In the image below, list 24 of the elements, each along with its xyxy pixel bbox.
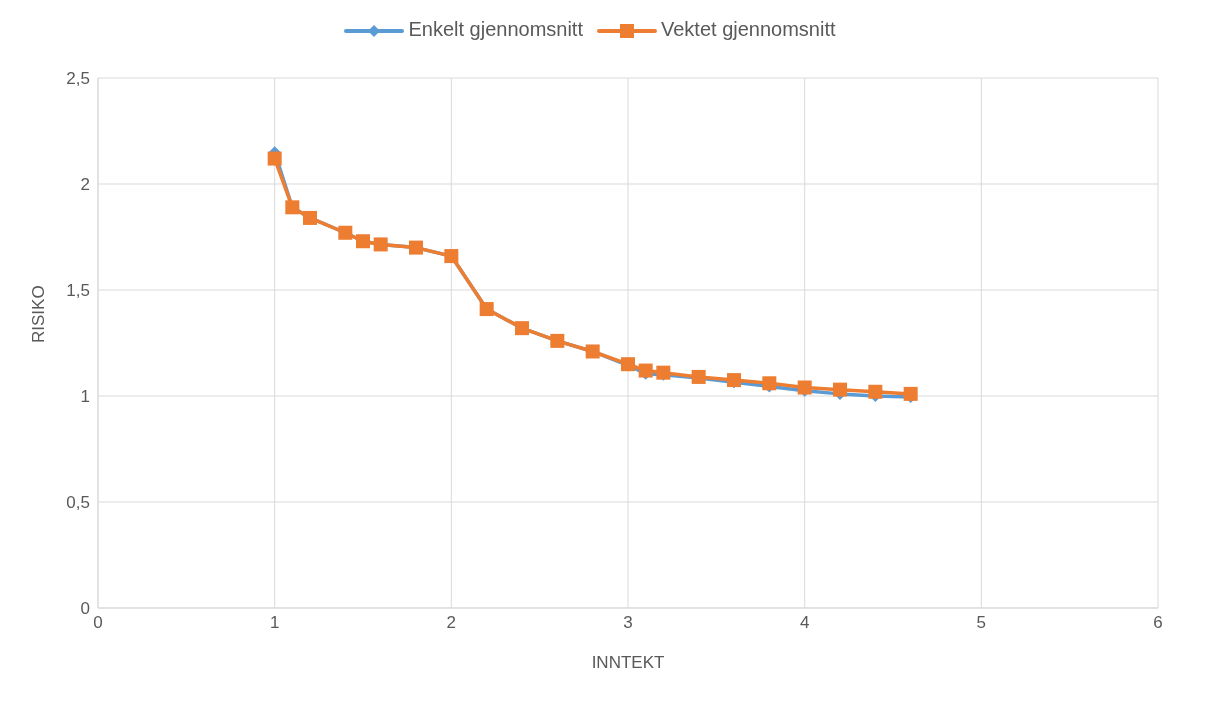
y-axis-title: RISIKO xyxy=(29,285,49,343)
y-tick-label: 0 xyxy=(80,599,90,619)
point xyxy=(797,380,812,395)
x-tick-label: 4 xyxy=(799,613,810,633)
point xyxy=(868,384,883,399)
x-tick-label: 1 xyxy=(269,613,280,633)
x-tick-label: 6 xyxy=(1153,613,1163,633)
point xyxy=(267,151,282,166)
x-tick-label: 5 xyxy=(976,613,987,633)
legend-label: Enkelt gjennomsnitt xyxy=(407,18,583,40)
y-tick-label: 0,5 xyxy=(66,493,90,513)
y-tick-label: 2 xyxy=(80,175,90,195)
y-tick-label: 1,5 xyxy=(66,281,90,301)
legend-label: Vektet gjennomsnitt xyxy=(660,18,836,40)
y-tick-label: 2,5 xyxy=(66,69,90,89)
x-tick-label: 3 xyxy=(623,613,633,633)
y-tick-label: 1 xyxy=(80,387,90,407)
point xyxy=(762,376,777,391)
x-axis-title: INNTEKT xyxy=(591,653,665,672)
point xyxy=(903,386,918,401)
point xyxy=(833,382,847,397)
x-tick-label: 2 xyxy=(446,613,457,633)
point xyxy=(638,363,653,378)
x-tick-label: 0 xyxy=(93,613,103,633)
